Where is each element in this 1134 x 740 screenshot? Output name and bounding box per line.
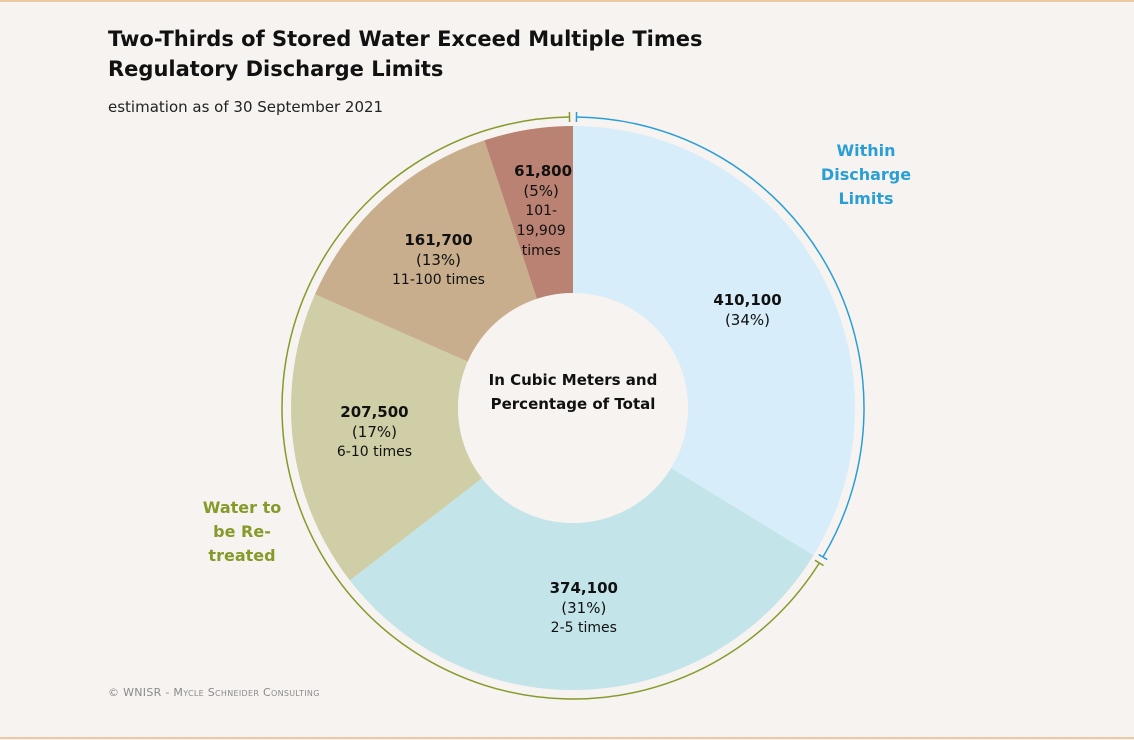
percent-label: (5%) <box>523 181 559 200</box>
chart-title: Two-Thirds of Stored Water Exceed Multip… <box>108 27 703 81</box>
group-label: Water to be Re-treated <box>202 498 282 565</box>
slice-label: 410,100 (34%) <box>667 290 827 330</box>
percent-label: (13%) <box>415 250 462 269</box>
percent-label: (31%) <box>561 598 607 617</box>
group-arc <box>281 116 820 700</box>
donut-hole <box>458 293 688 523</box>
category-label: 2-5 times <box>550 619 617 636</box>
slice-label: 61,800 (5%) 101-19,909 times <box>514 161 573 261</box>
value-label: 207,500 <box>340 403 409 422</box>
value-label: 410,100 <box>713 291 782 310</box>
category-label: 6-10 times <box>336 444 413 461</box>
slice <box>314 140 537 362</box>
slice <box>573 126 855 556</box>
group-arc-end <box>814 559 824 567</box>
slice-label: 374,100 (31%) 2-5 times <box>504 578 664 638</box>
slice-label: 161,700 (13%) 11-100 times <box>359 230 519 290</box>
slice <box>291 294 482 581</box>
chart-subtitle: estimation as of 30 September 2021 <box>108 98 384 116</box>
category-label: 101-19,909 times <box>516 202 566 259</box>
group-arc-end <box>818 553 828 561</box>
value-label: 374,100 <box>549 578 618 597</box>
slice <box>484 126 573 299</box>
value-label: 161,700 <box>404 230 473 249</box>
percent-label: (17%) <box>351 423 397 442</box>
category-label: 11-100 times <box>392 271 485 288</box>
group-arc <box>576 116 865 558</box>
group-label: Within Discharge Limits <box>820 141 912 208</box>
slice-label: 207,500 (17%) 6-10 times <box>294 402 454 462</box>
percent-label: (34%) <box>724 311 770 330</box>
center-label: In Cubic Meters and Percentage of Total <box>488 371 658 413</box>
slice <box>349 468 814 690</box>
credit: © WNISR - Mycle Schneider Consulting <box>108 686 320 699</box>
value-label: 61,800 <box>514 161 573 180</box>
